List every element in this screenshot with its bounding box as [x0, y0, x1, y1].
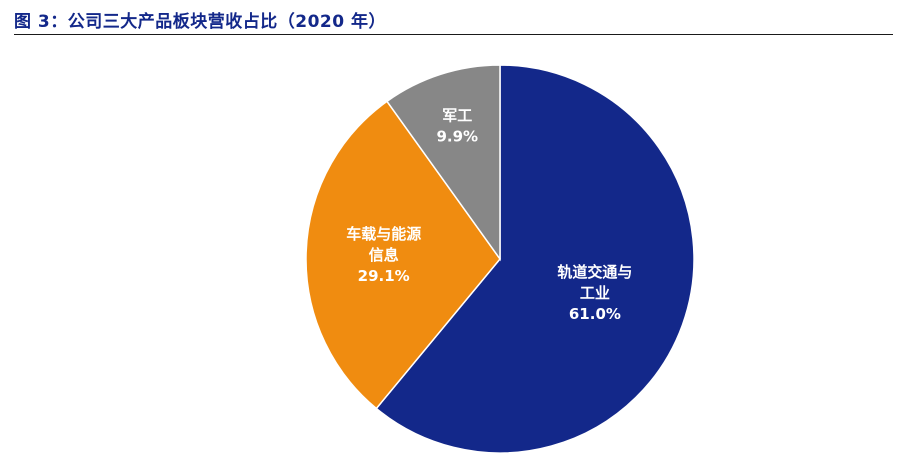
- pie-label-name: 轨道交通与: [557, 263, 632, 281]
- pie-label-value: 29.1%: [358, 267, 410, 285]
- pie-label-name: 军工: [442, 107, 472, 125]
- pie-labels: 轨道交通与工业 61.0% 车载与能源信息 29.1% 军工 9.9%: [346, 107, 632, 324]
- figure-title: 图 3：公司三大产品板块营收占比（2020 年）: [14, 12, 386, 32]
- pie-label-0: 轨道交通与工业 61.0%: [557, 263, 632, 323]
- pie-label-name: 信息: [369, 246, 399, 264]
- pie-label-1: 车载与能源信息 29.1%: [346, 225, 421, 285]
- pie-slice-2: [385, 64, 501, 262]
- pie-slice-1: [305, 100, 501, 410]
- pie-label-value: 61.0%: [569, 305, 621, 323]
- pie-slices: [305, 64, 695, 454]
- pie-slice-0: [375, 64, 695, 454]
- pie-label-value: 9.9%: [436, 128, 478, 146]
- pie-label-name: 车载与能源: [346, 225, 421, 243]
- pie-label-name: 工业: [580, 284, 610, 302]
- pie-label-2: 军工 9.9%: [436, 107, 478, 146]
- figure-header: 图 3：公司三大产品板块营收占比（2020 年）: [14, 6, 893, 35]
